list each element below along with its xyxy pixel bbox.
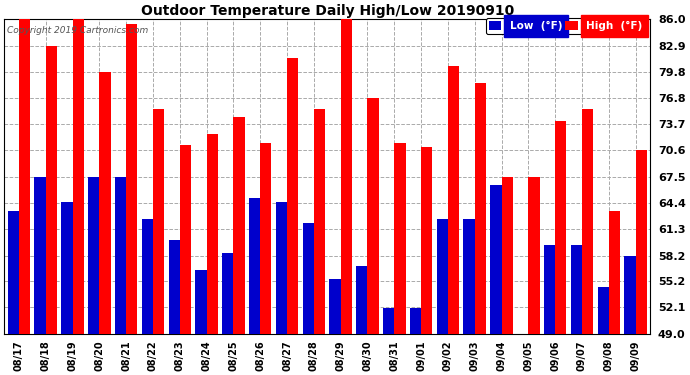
Bar [233,117,245,334]
Title: Outdoor Temperature Daily High/Low 20190910: Outdoor Temperature Daily High/Low 20190… [141,4,514,18]
Bar [276,202,287,334]
Bar [222,253,233,334]
Bar [19,20,30,334]
Bar [544,244,555,334]
Bar [99,72,110,334]
Bar [303,224,314,334]
Bar [491,185,502,334]
Bar [502,177,513,334]
Bar [598,287,609,334]
Bar [34,177,46,334]
Bar [410,308,421,334]
Text: Copyright 2019 Cartronics.com: Copyright 2019 Cartronics.com [8,26,148,34]
Bar [46,46,57,334]
Bar [437,219,448,334]
Bar [383,308,394,334]
Bar [421,147,433,334]
Bar [126,24,137,334]
Bar [635,150,647,334]
Bar [153,109,164,334]
Bar [314,109,325,334]
Bar [529,177,540,334]
Bar [448,66,459,334]
Bar [88,177,99,334]
Bar [180,145,191,334]
Bar [368,98,379,334]
Bar [624,256,635,334]
Bar [115,177,126,334]
Bar [168,240,180,334]
Bar [141,219,153,334]
Bar [287,58,298,334]
Bar [609,211,620,334]
Bar [195,270,206,334]
Bar [555,122,566,334]
Bar [356,266,368,334]
Bar [394,142,406,334]
Bar [329,279,341,334]
Bar [249,198,260,334]
Bar [61,202,72,334]
Bar [206,134,218,334]
Bar [72,20,83,334]
Legend: Low  (°F), High  (°F): Low (°F), High (°F) [486,18,645,34]
Bar [341,20,352,334]
Bar [475,83,486,334]
Bar [8,211,19,334]
Bar [582,109,593,334]
Bar [260,142,271,334]
Bar [464,219,475,334]
Bar [571,244,582,334]
